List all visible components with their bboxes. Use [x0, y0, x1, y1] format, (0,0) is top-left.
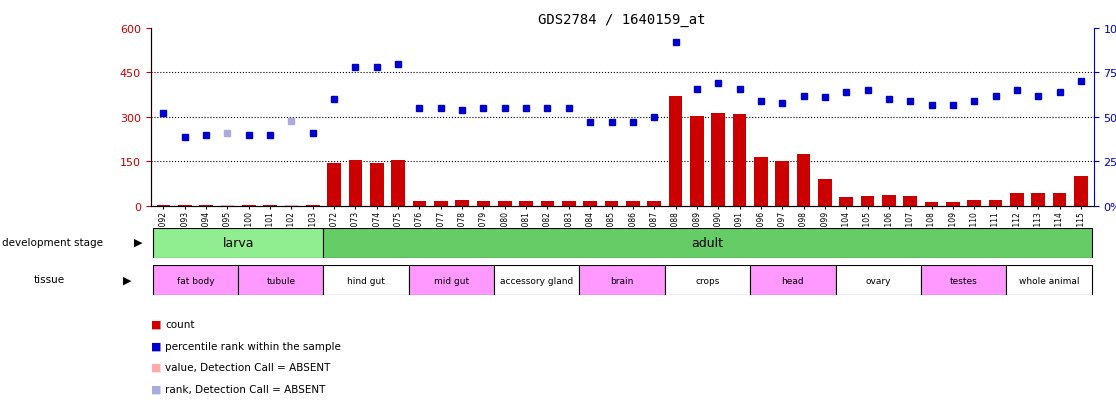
- Bar: [946, 202, 960, 206]
- Text: ovary: ovary: [865, 276, 891, 285]
- Text: rank, Detection Call = ABSENT: rank, Detection Call = ABSENT: [165, 384, 326, 394]
- Text: ▶: ▶: [123, 275, 132, 285]
- Bar: [579, 266, 665, 295]
- Bar: [732, 115, 747, 206]
- Text: accessory gland: accessory gland: [500, 276, 574, 285]
- Bar: [584, 201, 597, 206]
- Bar: [477, 201, 490, 206]
- Bar: [369, 164, 384, 206]
- Bar: [968, 201, 981, 206]
- Bar: [711, 113, 725, 206]
- Bar: [238, 266, 324, 295]
- Bar: [306, 205, 320, 206]
- Bar: [750, 266, 836, 295]
- Bar: [434, 201, 448, 206]
- Text: development stage: development stage: [2, 237, 104, 247]
- Bar: [839, 197, 853, 206]
- Text: larva: larva: [222, 237, 253, 250]
- Bar: [177, 205, 192, 206]
- Bar: [561, 201, 576, 206]
- Bar: [1052, 193, 1067, 206]
- Bar: [1010, 193, 1023, 206]
- Bar: [818, 180, 831, 206]
- Bar: [242, 205, 256, 206]
- Text: fat body: fat body: [176, 276, 214, 285]
- Text: ■: ■: [151, 341, 161, 351]
- Text: tissue: tissue: [33, 275, 65, 285]
- Text: value, Detection Call = ABSENT: value, Detection Call = ABSENT: [165, 362, 330, 372]
- Bar: [455, 201, 469, 206]
- Bar: [221, 205, 234, 206]
- Text: adult: adult: [692, 237, 723, 250]
- Bar: [1007, 266, 1091, 295]
- Text: percentile rank within the sample: percentile rank within the sample: [165, 341, 341, 351]
- Text: brain: brain: [610, 276, 634, 285]
- Text: ■: ■: [151, 362, 161, 372]
- Bar: [324, 228, 1091, 258]
- Bar: [263, 205, 277, 206]
- Bar: [153, 266, 238, 295]
- Bar: [605, 201, 618, 206]
- Text: ▶: ▶: [134, 237, 143, 247]
- Bar: [156, 205, 171, 206]
- Text: mid gut: mid gut: [434, 276, 469, 285]
- Bar: [924, 202, 939, 206]
- Bar: [754, 158, 768, 206]
- Bar: [626, 201, 639, 206]
- Bar: [199, 205, 213, 206]
- Text: crops: crops: [695, 276, 720, 285]
- Bar: [882, 195, 896, 206]
- Bar: [989, 201, 1002, 206]
- Bar: [408, 266, 494, 295]
- Bar: [860, 196, 875, 206]
- Bar: [327, 164, 341, 206]
- Title: GDS2784 / 1640159_at: GDS2784 / 1640159_at: [538, 12, 706, 26]
- Bar: [903, 196, 917, 206]
- Bar: [324, 266, 408, 295]
- Text: whole animal: whole animal: [1019, 276, 1079, 285]
- Bar: [797, 155, 810, 206]
- Text: ■: ■: [151, 384, 161, 394]
- Text: count: count: [165, 319, 194, 329]
- Bar: [413, 201, 426, 206]
- Bar: [392, 161, 405, 206]
- Text: testes: testes: [950, 276, 978, 285]
- Text: head: head: [781, 276, 805, 285]
- Bar: [776, 162, 789, 206]
- Bar: [348, 161, 363, 206]
- Bar: [285, 205, 298, 206]
- Bar: [540, 201, 555, 206]
- Bar: [690, 116, 704, 206]
- Text: hind gut: hind gut: [347, 276, 385, 285]
- Bar: [668, 97, 683, 206]
- Bar: [153, 228, 324, 258]
- Bar: [647, 201, 661, 206]
- Bar: [836, 266, 921, 295]
- Bar: [498, 201, 512, 206]
- Bar: [665, 266, 750, 295]
- Text: ■: ■: [151, 319, 161, 329]
- Bar: [519, 201, 533, 206]
- Text: tubule: tubule: [267, 276, 296, 285]
- Bar: [494, 266, 579, 295]
- Bar: [1074, 177, 1088, 206]
- Bar: [1031, 193, 1046, 206]
- Bar: [921, 266, 1007, 295]
